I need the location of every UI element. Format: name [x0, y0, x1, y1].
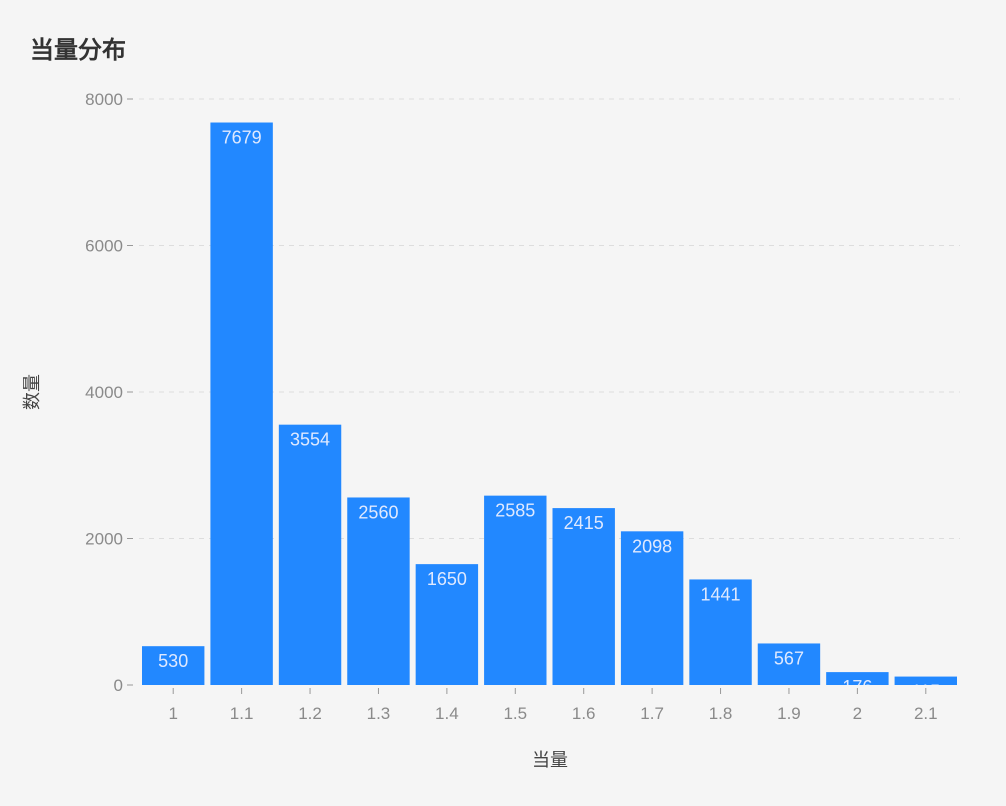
- x-tick-label-2: 2: [853, 704, 862, 723]
- y-tick-label-8000: 8000: [85, 90, 123, 109]
- bar-1[interactable]: [142, 646, 205, 685]
- bar-label-2: 176: [842, 677, 872, 697]
- x-axis: 1 1.1 1.2 1.3 1.4 1.5 1.6 1.7 1.8 1.9 2 2.1: [168, 688, 938, 723]
- x-tick-label-1.9: 1.9: [777, 704, 801, 723]
- y-axis: 0 2000 4000 6000 8000: [85, 90, 133, 695]
- bar-1.8[interactable]: [689, 579, 752, 685]
- bar-label-1.3: 2560: [358, 502, 398, 522]
- bar-1.2[interactable]: [278, 424, 342, 685]
- bar-label-1.4: 1650: [427, 569, 467, 589]
- bar-label-1.7: 2098: [632, 536, 672, 556]
- bar-label-1.5: 2585: [495, 501, 535, 521]
- bar-label-1.2: 3554: [290, 430, 330, 450]
- x-tick-label-1.7: 1.7: [640, 704, 664, 723]
- y-tick-label-2000: 2000: [85, 530, 123, 549]
- x-axis-title: 当量: [532, 750, 568, 771]
- y-tick-label-0: 0: [114, 676, 123, 695]
- bar-labels: 530 7679 3554 2560 1650 2585 2415 2098 1441 567 17…: [158, 128, 940, 702]
- bar-1.1[interactable]: [210, 122, 273, 686]
- y-axis-title: 数量: [22, 374, 43, 410]
- bars: [142, 122, 957, 686]
- chart-title: 当量分布: [30, 36, 126, 64]
- x-tick-label-1.1: 1.1: [230, 704, 254, 723]
- x-tick-label-1: 1: [168, 704, 177, 723]
- y-tick-label-4000: 4000: [85, 383, 123, 402]
- bar-1.7[interactable]: [620, 531, 684, 685]
- bar-label-2.1: 115: [911, 682, 940, 702]
- bar-label-1.6: 2415: [564, 513, 604, 533]
- x-tick-label-1.2: 1.2: [298, 704, 322, 723]
- bar-2[interactable]: [826, 672, 889, 685]
- x-tick-label-1.6: 1.6: [572, 704, 596, 723]
- x-tick-label-2.1: 2.1: [914, 704, 938, 723]
- x-tick-label-1.4: 1.4: [435, 704, 459, 723]
- bar-1.3[interactable]: [347, 497, 410, 685]
- bar-label-1: 530: [158, 651, 188, 671]
- bar-2.1[interactable]: [894, 676, 957, 685]
- x-tick-label-1.3: 1.3: [367, 704, 391, 723]
- bar-label-1.1: 7679: [222, 128, 262, 148]
- bar-label-1.9: 567: [774, 648, 804, 668]
- y-tick-label-6000: 6000: [85, 237, 123, 256]
- bar-label-1.8: 1441: [701, 584, 741, 604]
- bar-1.4[interactable]: [415, 564, 479, 685]
- bar-1.6[interactable]: [552, 508, 615, 685]
- x-tick-label-1.5: 1.5: [503, 704, 527, 723]
- x-tick-label-1.8: 1.8: [709, 704, 733, 723]
- bar-1.5[interactable]: [484, 495, 547, 685]
- grid-lines: [139, 98, 960, 539]
- bar-1.9[interactable]: [757, 643, 821, 685]
